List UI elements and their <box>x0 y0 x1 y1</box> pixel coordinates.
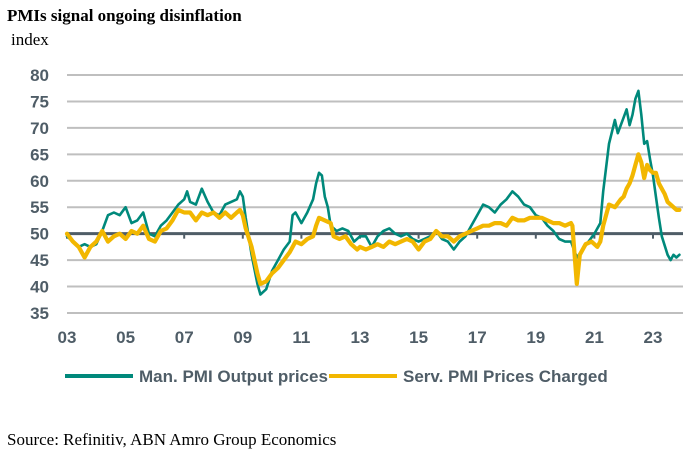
x-tick-label: 19 <box>526 328 545 347</box>
series-line-man-pmi-output-prices <box>65 89 681 296</box>
x-tick-label: 13 <box>351 328 370 347</box>
y-tick-label: 70 <box>30 119 49 138</box>
x-tick-label: 05 <box>116 328 135 347</box>
y-tick-label: 80 <box>30 66 49 85</box>
series-lines <box>64 89 682 296</box>
source-note: Source: Refinitiv, ABN Amro Group Econom… <box>7 430 337 449</box>
y-tick-label: 60 <box>30 172 49 191</box>
y-tick-label: 45 <box>30 251 49 270</box>
series-line-serv-pmi-prices-charged <box>64 152 682 286</box>
y-tick-label: 40 <box>30 278 49 297</box>
y-tick-label: 35 <box>30 304 49 323</box>
x-tick-label: 09 <box>233 328 252 347</box>
x-tick-label: 03 <box>58 328 77 347</box>
x-tick-label: 07 <box>175 328 194 347</box>
legend-label-1: Serv. PMI Prices Charged <box>403 367 608 386</box>
x-tick-label: 21 <box>585 328 604 347</box>
legend: Man. PMI Output prices Serv. PMI Prices C… <box>65 367 608 386</box>
x-axis-tick-labels: 03 05 07 09 11 13 15 17 19 21 23 <box>58 328 663 347</box>
legend-label-0: Man. PMI Output prices <box>139 367 328 386</box>
x-tick-label: 17 <box>468 328 487 347</box>
x-tick-label: 23 <box>644 328 663 347</box>
gridlines <box>67 74 683 314</box>
y-axis-unit-label: index <box>11 30 49 49</box>
y-axis-tick-labels: 35 40 45 50 55 60 65 70 75 80 <box>30 66 49 323</box>
x-tick-label: 11 <box>292 328 310 347</box>
y-tick-label: 75 <box>30 92 49 111</box>
line-chart: 35 40 45 50 55 60 65 70 75 80 03 05 07 09 11 13 15 17 19 2… <box>30 66 683 386</box>
x-tick-label: 15 <box>409 328 428 347</box>
y-tick-label: 50 <box>30 225 49 244</box>
chart-title: PMIs signal ongoing disinflation <box>7 6 242 25</box>
y-tick-label: 65 <box>30 145 49 164</box>
y-tick-label: 55 <box>30 198 49 217</box>
